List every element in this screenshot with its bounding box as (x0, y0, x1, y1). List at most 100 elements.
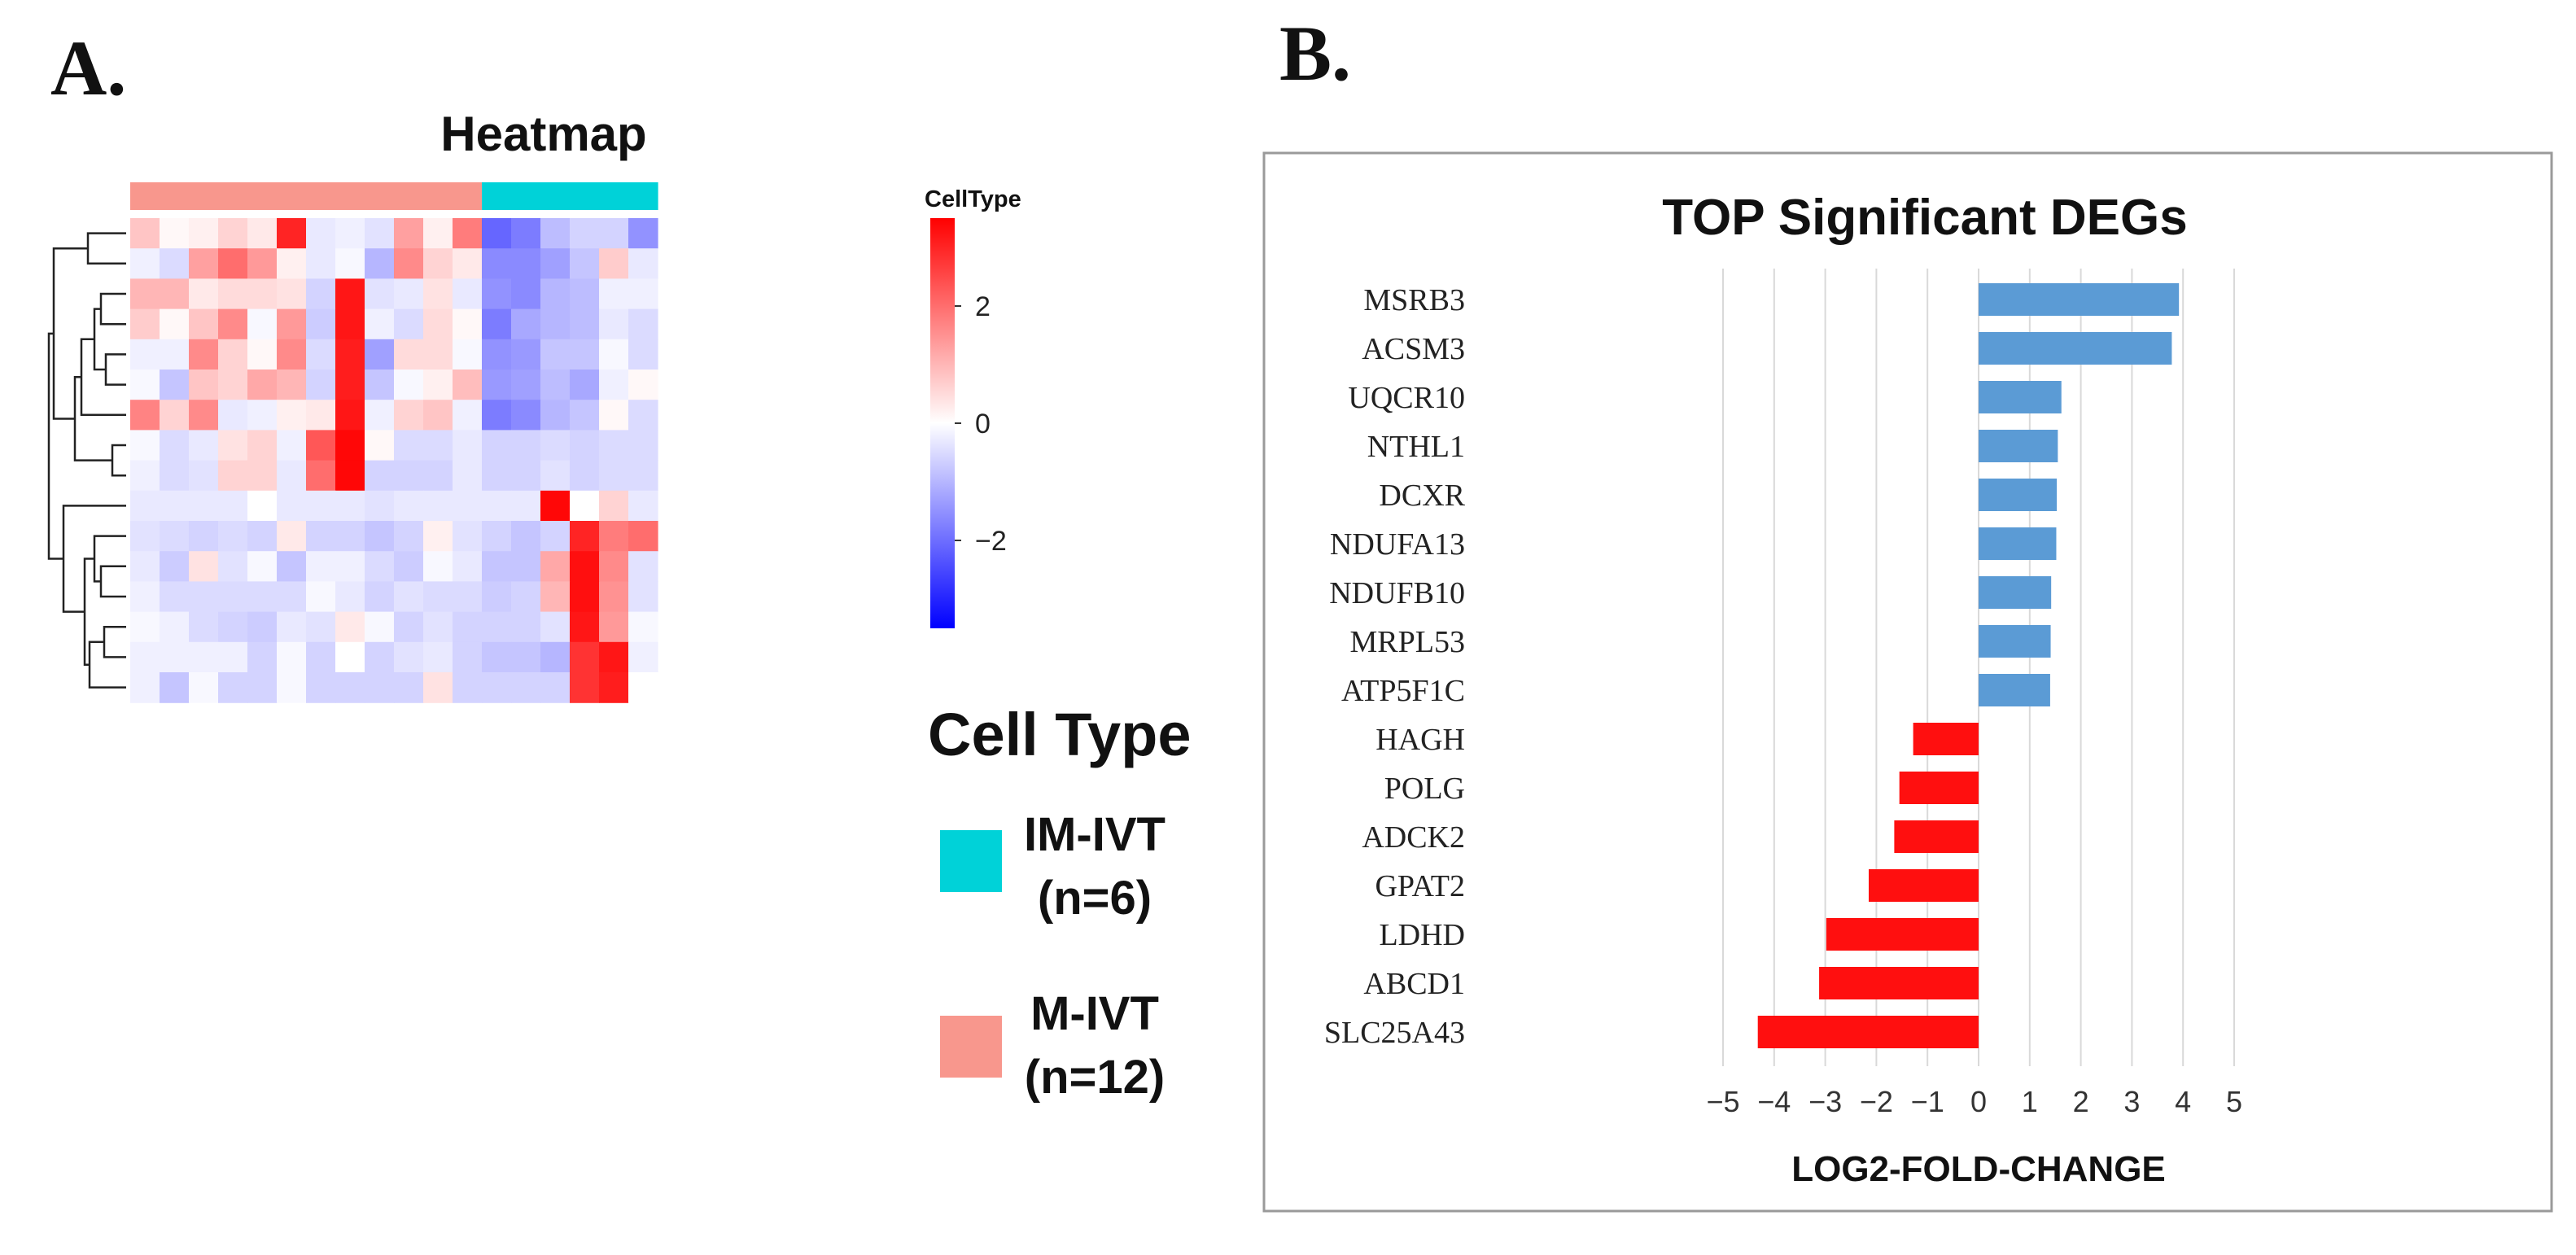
category-label-dcxr: DCXR (1379, 479, 1465, 513)
heatmap-cell (570, 521, 600, 552)
heatmap-cell (160, 641, 190, 673)
heatmap-cell (453, 551, 483, 582)
dendrogram-branch (47, 332, 63, 560)
heatmap-cell (277, 308, 307, 340)
heatmap-cell (540, 308, 571, 340)
heatmap-cell (599, 248, 629, 279)
heatmap-cell (365, 581, 395, 613)
heatmap-cell (160, 551, 190, 582)
heatmap-cell (453, 370, 483, 400)
heatmap-cell (599, 611, 629, 643)
heatmap-cell (540, 581, 571, 613)
heatmap-cell (365, 248, 395, 279)
heatmap-cell (628, 641, 658, 673)
heatmap-cell (628, 430, 658, 461)
heatmap-cell (482, 430, 512, 461)
dendrogram-branch (86, 232, 126, 265)
heatmap-cell (453, 521, 483, 552)
heatmap-cell (540, 611, 571, 643)
heatmap-cell (160, 521, 190, 552)
heatmap-cell (160, 248, 190, 279)
heatmap-cell (423, 278, 453, 310)
dendrogram-branch (99, 565, 126, 598)
heatmap-cell (277, 581, 307, 613)
heatmap-cell (453, 248, 483, 279)
colorbar-tick-label: 2 (975, 291, 991, 322)
bar-atp5f1c (1979, 674, 2050, 706)
heatmap-cell (599, 308, 629, 340)
heatmap-cell (511, 218, 541, 249)
heatmap-cell (218, 521, 248, 552)
bar-chart-category-labels: MSRB3 ACSM3 UQCR10 NTHL1 DCXR NDUFA13 NDUFB10 M… (1324, 283, 1466, 1050)
heatmap-cell (335, 460, 365, 492)
heatmap-cell (365, 460, 395, 492)
heatmap-cell (599, 460, 629, 492)
heatmap-cell (335, 339, 365, 370)
heatmap-cell (423, 672, 453, 703)
heatmap-cell (189, 641, 219, 673)
heatmap-cell (218, 581, 248, 613)
heatmap-cell (482, 490, 512, 522)
heatmap-cell (540, 430, 571, 461)
heatmap-cell (218, 430, 248, 461)
heatmap-cell (247, 339, 278, 370)
heatmap-cell (599, 370, 629, 400)
legend-label-m-ivt: M-IVT (1030, 987, 1159, 1040)
heatmap-cell (394, 490, 424, 522)
heatmap-cell (482, 339, 512, 370)
heatmap-cell (277, 460, 307, 492)
heatmap-cell (247, 308, 278, 340)
heatmap-cell (628, 551, 658, 582)
heatmap-cell (394, 460, 424, 492)
heatmap-cell (130, 460, 160, 492)
bar-adck2 (1894, 820, 1979, 853)
heatmap-cell (511, 641, 541, 673)
heatmap-cell (306, 339, 336, 370)
heatmap-cell (160, 581, 190, 613)
heatmap-cell (277, 339, 307, 370)
panel-a-label: A. (50, 24, 127, 112)
heatmap-cell (511, 581, 541, 613)
heatmap-cell (540, 521, 571, 552)
heatmap-cell (218, 400, 248, 431)
bar-acsm3 (1979, 332, 2172, 365)
heatmap-cell (511, 551, 541, 582)
annotation-cell-im-ivt (482, 182, 512, 210)
heatmap-cell (599, 490, 629, 522)
annotation-cell-m-ivt (189, 182, 219, 210)
bar-chart-bars (1757, 283, 2180, 1048)
bar-dcxr (1979, 479, 2058, 511)
heatmap-cell (189, 308, 219, 340)
heatmap-cell (599, 581, 629, 613)
annotation-cell-im-ivt (570, 182, 600, 210)
annotation-cell-m-ivt (218, 182, 248, 210)
heatmap-cell (335, 641, 365, 673)
annotation-cell-m-ivt (423, 182, 453, 210)
heatmap-cell (189, 672, 219, 703)
heatmap-cell (335, 370, 365, 400)
heatmap-cell (511, 460, 541, 492)
heatmap-cell (540, 370, 571, 400)
legend-label-im-ivt: IM-IVT (1024, 808, 1166, 861)
heatmap-cell (394, 551, 424, 582)
bar-slc25a43 (1757, 1016, 1979, 1048)
heatmap-cell (482, 218, 512, 249)
annotation-cell-im-ivt (628, 182, 658, 210)
heatmap-cell (394, 672, 424, 703)
heatmap-cell (277, 611, 307, 643)
heatmap-cell (570, 581, 600, 613)
heatmap-cell (247, 248, 278, 279)
heatmap-cell (423, 521, 453, 552)
dendrogram-branch (93, 535, 126, 583)
dendrogram-branch (104, 353, 126, 386)
heatmap-cell (511, 521, 541, 552)
heatmap-cell (189, 218, 219, 249)
heatmap-cell (277, 400, 307, 431)
category-label-hagh: HAGH (1375, 723, 1465, 757)
heatmap-cell (218, 339, 248, 370)
heatmap-cell (130, 339, 160, 370)
heatmap-cell (130, 521, 160, 552)
heatmap-cell (365, 400, 395, 431)
annotation-cell-m-ivt (453, 182, 483, 210)
heatmap-cell (335, 672, 365, 703)
